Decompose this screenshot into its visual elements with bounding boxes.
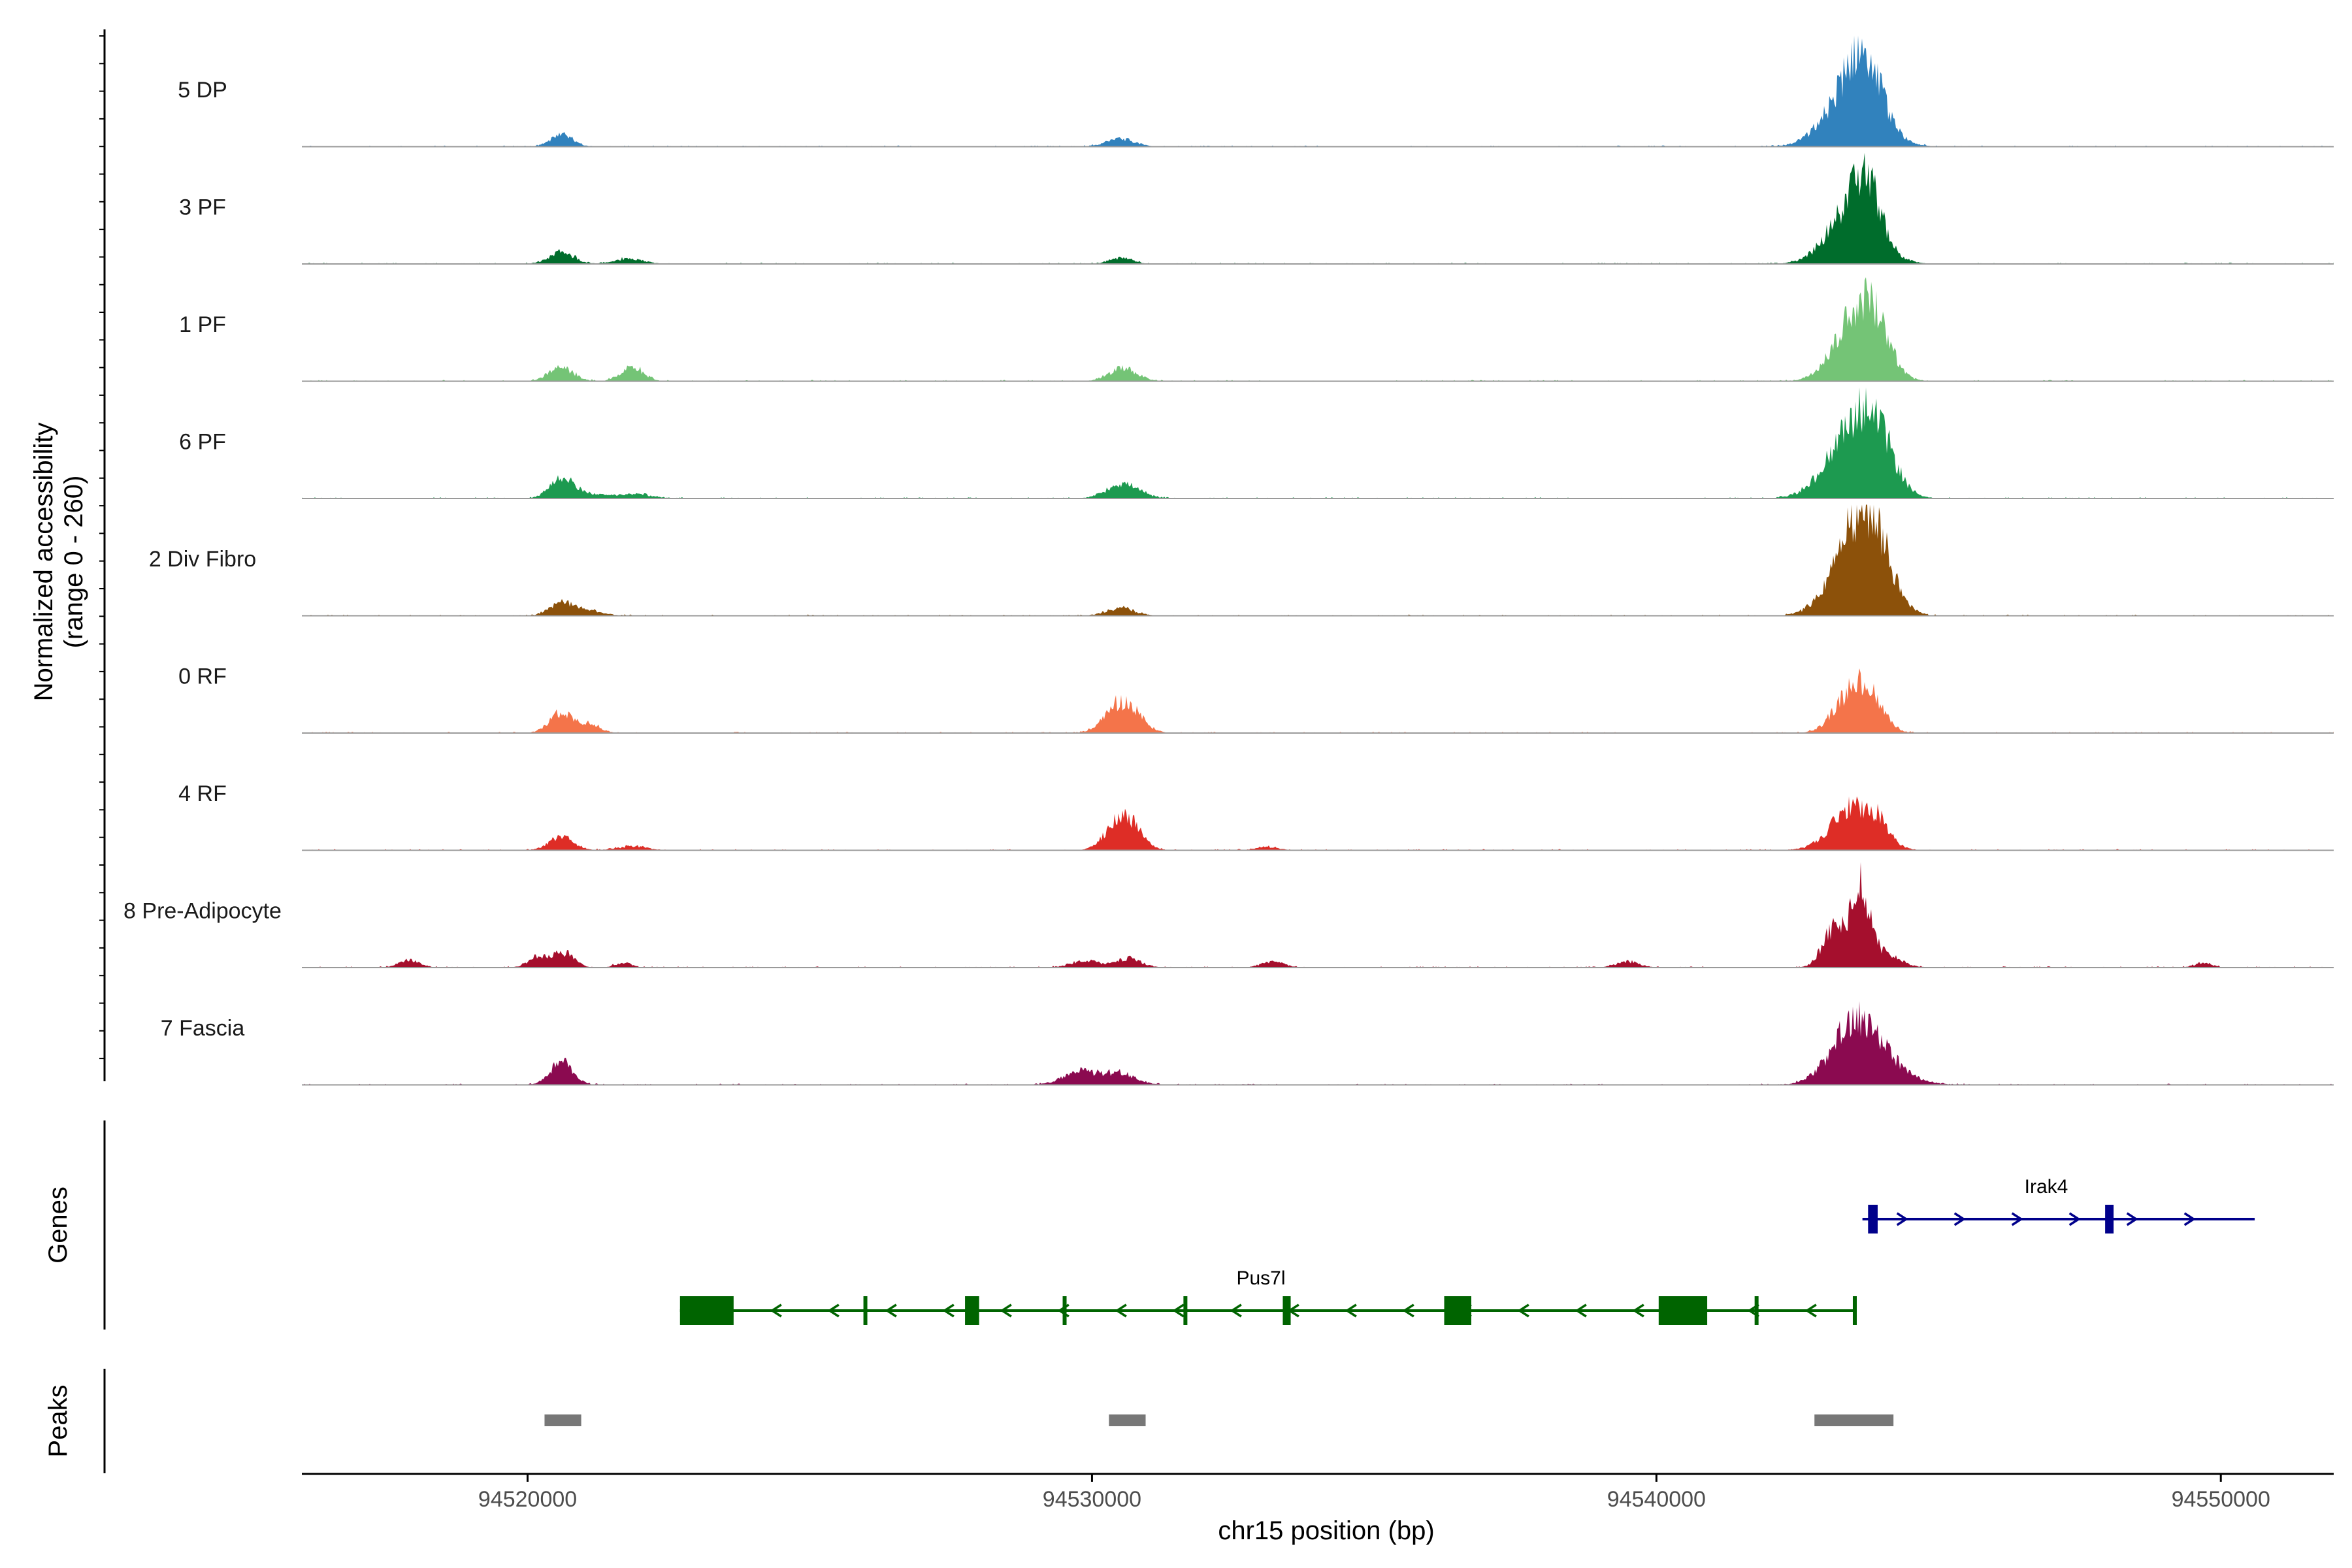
strand-arrow (1517, 1303, 1529, 1318)
strand-arrow (1115, 1303, 1127, 1318)
peak-region-0 (544, 1414, 581, 1426)
strand-arrow (827, 1303, 840, 1318)
exon (1282, 1296, 1291, 1325)
y-axis-title: Normalized accessibility (range 0 - 260) (29, 423, 88, 702)
coverage-area-3 (302, 387, 2334, 498)
exon (679, 1296, 734, 1325)
track-5: 0 RF (178, 664, 2334, 734)
track-label-3: 6 PF (179, 430, 226, 455)
coverage-area-6 (302, 796, 2334, 851)
strand-arrow (1632, 1303, 1644, 1318)
peaks-panel-label: Peaks (44, 1384, 73, 1457)
exon (1754, 1296, 1759, 1325)
track-label-7: 8 Pre-Adipocyte (123, 899, 282, 924)
coverage-area-5 (302, 668, 2334, 733)
genes-panel-label: Genes (44, 1186, 73, 1264)
track-label-8: 7 Fascia (161, 1016, 245, 1041)
peak-region-1 (1109, 1414, 1146, 1426)
x-tick-label: 94550000 (2172, 1487, 2270, 1512)
exon (2105, 1205, 2114, 1233)
strand-arrow (1953, 1212, 1966, 1226)
strand-arrow (1575, 1303, 1587, 1318)
coverage-y-ticks (99, 35, 105, 1060)
coverage-area-0 (302, 35, 2334, 147)
exon (1444, 1296, 1471, 1325)
exon (1062, 1296, 1067, 1325)
exon (1868, 1205, 1878, 1233)
gene-irak4: Irak4 (1862, 1176, 2255, 1233)
strand-arrow (1805, 1303, 1817, 1318)
strand-arrow (2011, 1212, 2023, 1226)
x-axis-title: chr15 position (bp) (1218, 1516, 1434, 1545)
exon (863, 1296, 868, 1325)
track-label-2: 1 PF (179, 312, 226, 337)
gene-annotations: Irak4 Pus7l (679, 1176, 2255, 1325)
strand-arrow (2126, 1212, 2138, 1226)
gene-name-irak4: Irak4 (2025, 1176, 2068, 1198)
coverage-area-1 (302, 153, 2334, 264)
x-tick-label: 94530000 (1043, 1487, 1141, 1512)
y-axis-title-line1: Normalized accessibility (29, 423, 58, 702)
strand-arrow (1896, 1212, 1908, 1226)
track-0: 5 DP (178, 35, 2334, 148)
track-6: 4 RF (178, 781, 2334, 851)
track-3: 6 PF (179, 387, 2334, 499)
track-4: 2 Div Fibro (149, 504, 2334, 617)
strand-arrow (1000, 1303, 1012, 1318)
peak-region-2 (1814, 1414, 1894, 1426)
strand-arrow (2068, 1212, 2081, 1226)
track-label-0: 5 DP (178, 78, 227, 103)
coverage-tracks: 5 DP 3 PF 1 PF 6 PF 2 Div Fibro 0 RF 4 RF 8 Pre… (123, 35, 2334, 1086)
exon (1852, 1296, 1857, 1325)
strand-arrow (1402, 1303, 1414, 1318)
strand-arrow (1230, 1303, 1242, 1318)
x-tick-label: 94520000 (478, 1487, 577, 1512)
track-label-1: 3 PF (179, 195, 226, 220)
track-1: 3 PF (179, 153, 2334, 265)
exon (1183, 1296, 1188, 1325)
coverage-area-4 (302, 504, 2334, 616)
strand-arrow (1172, 1303, 1184, 1318)
track-label-4: 2 Div Fibro (149, 547, 256, 572)
exon (965, 1296, 979, 1325)
exon (1658, 1296, 1708, 1325)
coverage-area-8 (302, 1001, 2334, 1085)
track-2: 1 PF (179, 277, 2334, 382)
x-axis-ticks: 94520000 94530000 94540000 94550000 (478, 1474, 2270, 1512)
gene-pus7l: Pus7l (679, 1267, 1857, 1325)
strand-arrow (942, 1303, 955, 1318)
track-label-6: 4 RF (178, 781, 227, 806)
strand-arrow (770, 1303, 782, 1318)
gene-name-pus7l: Pus7l (1236, 1267, 1285, 1289)
strand-arrow (2183, 1212, 2196, 1226)
track-8: 7 Fascia (161, 1001, 2334, 1086)
strand-arrow (885, 1303, 897, 1318)
x-tick-label: 94540000 (1607, 1487, 1706, 1512)
track-label-5: 0 RF (178, 664, 227, 689)
track-7: 8 Pre-Adipocyte (123, 862, 2334, 968)
coverage-area-2 (302, 277, 2334, 382)
strand-arrow (1345, 1303, 1357, 1318)
y-axis-title-line2: (range 0 - 260) (59, 476, 88, 649)
coverage-area-7 (302, 862, 2334, 968)
peak-regions (544, 1414, 1894, 1426)
